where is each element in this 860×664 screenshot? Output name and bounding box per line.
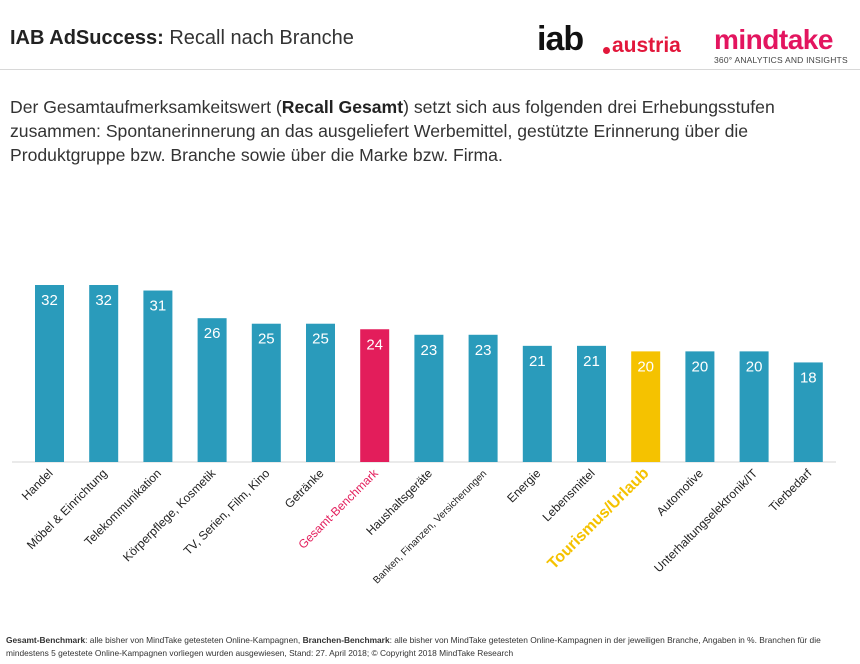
bar — [577, 345, 606, 462]
bar — [522, 345, 552, 462]
bar-value-label: 18 — [800, 369, 817, 386]
bar — [251, 323, 281, 462]
intro-part2: ) setzt sich aus folgenden drei Erhebung… — [10, 97, 775, 165]
bar-value-label: 20 — [746, 358, 763, 375]
bar-value-label: 21 — [583, 353, 600, 370]
mindtake-logo-sub: 360° ANALYTICS AND INSIGHTS — [714, 55, 848, 65]
page-title: IAB AdSuccess: Recall nach Branche — [10, 27, 354, 50]
bar — [685, 351, 715, 462]
title-rest: Recall nach Branche — [169, 27, 354, 49]
bar — [739, 351, 769, 462]
category-label: Automotive — [654, 466, 707, 519]
bar — [197, 318, 227, 462]
bar-value-label: 31 — [150, 298, 167, 315]
category-label: Unterhaltungselektronik/IT — [651, 466, 760, 575]
mindtake-logo-main: mindtake — [714, 24, 833, 55]
header-divider — [0, 69, 860, 70]
bar-value-label: 21 — [529, 353, 546, 370]
bar-value-label: 20 — [692, 358, 709, 375]
bar-value-label: 23 — [421, 342, 438, 359]
bar — [631, 351, 661, 462]
iab-logo-sub: austria — [612, 34, 681, 57]
mindtake-logo: mindtake 360° ANALYTICS AND INSIGHTS — [710, 24, 860, 68]
title-bold: IAB AdSuccess: — [10, 27, 164, 49]
bar — [793, 362, 823, 462]
iab-logo-dot-icon — [603, 47, 610, 54]
bar — [414, 334, 444, 462]
bar-value-label: 32 — [95, 292, 112, 309]
bar-value-label: 26 — [204, 325, 221, 342]
bar — [360, 329, 390, 462]
bar — [306, 323, 335, 462]
bar-value-label: 32 — [41, 292, 58, 309]
bar — [468, 334, 498, 462]
bar-value-label: 25 — [312, 331, 329, 348]
iab-austria-logo: iab austria — [537, 14, 687, 58]
footnote-bold-1: Gesamt-Benchmark — [6, 635, 86, 645]
bar — [35, 285, 64, 462]
intro-text: Der Gesamtaufmerksamkeitswert (Recall Ge… — [10, 95, 840, 167]
category-label: Getränke — [282, 466, 327, 511]
bar-value-label: 20 — [637, 358, 654, 375]
bar-value-label: 23 — [475, 342, 492, 359]
bar-value-label: 24 — [366, 336, 383, 353]
category-label: Handel — [19, 466, 56, 503]
category-label: Energie — [504, 466, 543, 505]
footnote-text-2: : alle bisher von MindTake getesteten On… — [6, 635, 821, 658]
footnote-text-1: : alle bisher von MindTake getesteten On… — [85, 635, 303, 645]
category-label: Tourismus/Urlaub — [545, 465, 653, 573]
header: IAB AdSuccess: Recall nach Branche iab a… — [0, 0, 860, 70]
iab-logo-main: iab — [537, 20, 584, 58]
bar — [143, 290, 173, 462]
category-label: Banken, Finanzen, Versicherungen — [371, 468, 489, 586]
bar — [89, 285, 119, 462]
bar-value-label: 25 — [258, 331, 275, 348]
footnote: Gesamt-Benchmark: alle bisher von MindTa… — [6, 634, 856, 660]
footnote-bold-2: Branchen-Benchmark — [302, 635, 390, 645]
intro-part1: Der Gesamtaufmerksamkeitswert ( — [10, 97, 282, 117]
category-label: Körperpflege, Kosmetik — [120, 466, 219, 565]
category-label: Tierbedarf — [766, 466, 815, 515]
intro-bold: Recall Gesamt — [281, 97, 404, 117]
